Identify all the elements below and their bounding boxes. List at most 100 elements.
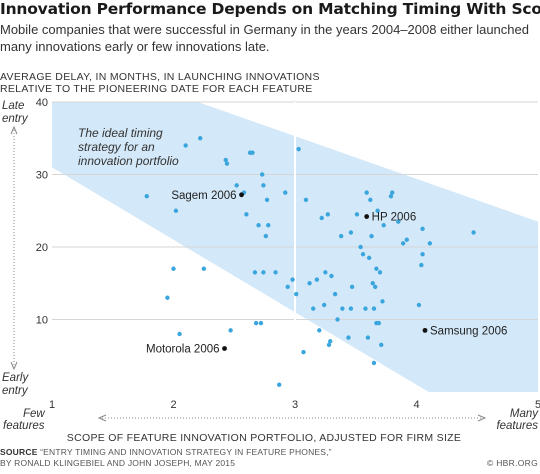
data-point (358, 244, 363, 250)
data-point (171, 266, 176, 271)
band-annotation-label: innovation portfolio (78, 154, 179, 168)
data-point (144, 194, 149, 199)
data-point (328, 339, 333, 344)
data-point (371, 360, 377, 366)
x-tick-label: 3 (292, 399, 298, 411)
y-axis-label-line2: RELATIVE TO THE PIONEERING DATE FOR EACH… (0, 83, 313, 95)
data-point (277, 382, 282, 387)
data-point (381, 223, 386, 228)
data-point (252, 270, 258, 275)
many-features-label: features (496, 420, 538, 432)
data-point (366, 255, 372, 261)
data-point (374, 266, 379, 271)
data-point (370, 281, 375, 286)
late-entry-label: Late (2, 100, 24, 112)
x-axis-label: SCOPE OF FEATURE INNOVATION PORTFOLIO, A… (67, 432, 461, 444)
y-axis-label: AVERAGE DELAY, IN MONTHS, IN LAUNCHING I… (0, 71, 320, 83)
data-point (427, 241, 433, 246)
data-point (294, 291, 299, 297)
y-tick-label: 10 (36, 315, 48, 327)
data-point (285, 284, 290, 290)
data-point (396, 219, 401, 224)
data-point (390, 190, 395, 195)
data-point (177, 331, 182, 337)
data-point (307, 281, 312, 286)
data-point (363, 306, 368, 311)
x-tick-label: 5 (535, 399, 540, 411)
data-point (388, 194, 394, 199)
early-entry-label: Early (2, 372, 29, 384)
y-tick-label: 20 (36, 242, 48, 254)
data-point (420, 252, 425, 257)
data-point (273, 270, 278, 275)
data-point (258, 320, 264, 326)
highlight-point (422, 327, 428, 333)
data-point (173, 208, 179, 213)
data-point (311, 306, 316, 311)
data-point (365, 335, 371, 340)
down-arrow-head (10, 361, 18, 371)
early-entry-label: entry (2, 385, 29, 397)
data-point (375, 208, 380, 213)
data-point (228, 328, 233, 333)
data-point (256, 223, 261, 228)
highlight-layer: Sagem 2006 HP 2006 Samsung 2006 Motorola 20… (146, 190, 507, 356)
late-entry-label: entry (2, 113, 29, 125)
data-point (301, 349, 306, 355)
data-point (261, 183, 266, 188)
data-point (261, 270, 266, 275)
data-point (183, 143, 188, 148)
point-layer (144, 136, 476, 387)
data-point (419, 262, 424, 268)
data-point (259, 172, 265, 177)
data-point (420, 226, 425, 232)
scatter-chart: AVERAGE DELAY, IN MONTHS, IN LAUNCHING I… (0, 71, 540, 444)
data-point (201, 266, 207, 271)
data-point (372, 284, 378, 290)
data-point (321, 302, 327, 308)
data-point (380, 299, 385, 304)
data-point (416, 302, 422, 308)
band-annotation-label: strategy for an (78, 140, 155, 154)
data-point (471, 230, 476, 235)
data-point (348, 306, 354, 311)
x-tick-label: 4 (413, 399, 419, 411)
few-features-label: features (3, 420, 45, 432)
grid-layer (52, 101, 538, 392)
data-point (329, 273, 334, 279)
data-point (349, 284, 355, 290)
data-point (335, 317, 340, 322)
data-point (264, 197, 270, 203)
data-point (314, 277, 320, 282)
data-point (303, 197, 309, 203)
data-point (224, 161, 230, 166)
data-point (244, 212, 249, 217)
highlight-point (222, 346, 227, 351)
many-features-label: Many (510, 408, 539, 420)
chart-title: Innovation Performance Depends on Matchi… (0, 0, 540, 18)
data-point (377, 270, 383, 275)
band-annotation-label: The ideal timing (78, 126, 163, 140)
data-point (283, 190, 288, 195)
data-point (198, 136, 203, 141)
data-point (360, 252, 366, 257)
axis-text-layer: AVERAGE DELAY, IN MONTHS, IN LAUNCHING I… (0, 71, 540, 444)
data-point (376, 320, 382, 326)
source-text: “ENTRY TIMING AND INNOVATION STRATEGY IN… (40, 447, 332, 457)
data-point (400, 241, 406, 246)
data-point (266, 223, 271, 228)
data-point (371, 306, 377, 311)
up-arrow-head (10, 125, 18, 135)
data-point (332, 291, 338, 297)
y-tick-label: 40 (36, 97, 48, 109)
data-point (317, 328, 322, 333)
source-text-2: BY RONALD KLINGEBIEL AND JOHN JOSEPH, MA… (0, 458, 236, 468)
highlight-label: Motorola 2006 (146, 344, 220, 356)
highlight-label: Sagem 2006 (171, 190, 236, 202)
right-arrow-head (477, 414, 487, 422)
source-label: SOURCE (0, 447, 38, 457)
data-point (369, 233, 374, 239)
highlight-point (239, 192, 244, 198)
data-point (340, 306, 345, 311)
highlight-label: Samsung 2006 (430, 325, 507, 337)
